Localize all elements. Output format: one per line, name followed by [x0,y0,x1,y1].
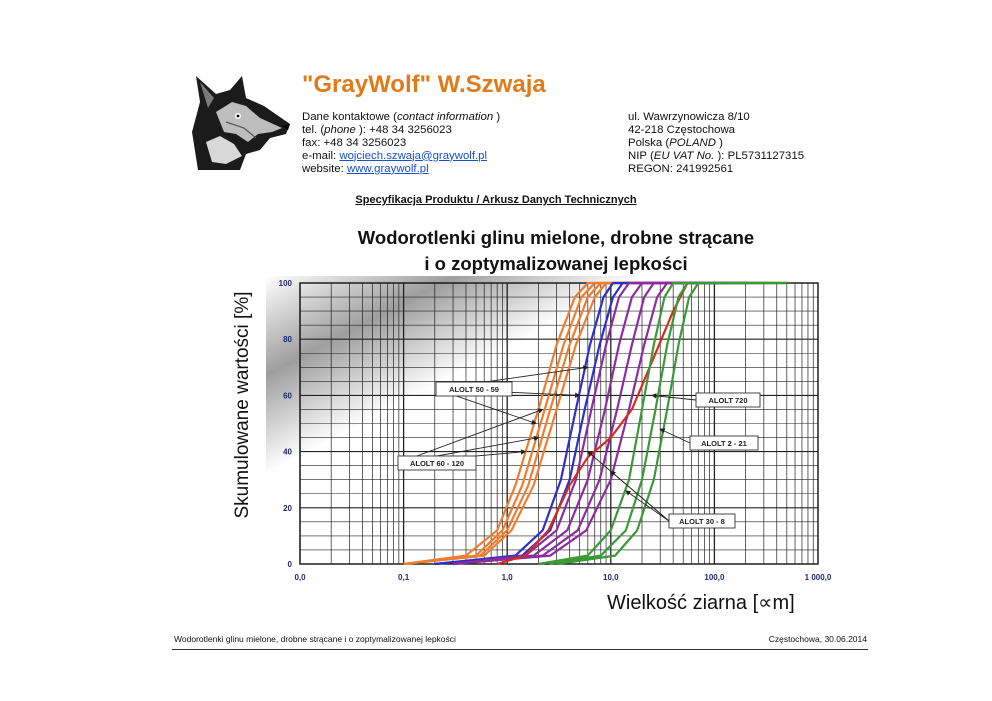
footer-right: Częstochowa, 30.06.2014 [768,634,867,644]
chart-title-line1: Wodorotlenki glinu mielone, drobne strąc… [357,227,755,248]
y-tick-label: 60 [283,391,292,400]
y-tick-label: 0 [288,560,293,569]
chart-title: Wodorotlenki glinu mielone, drobne strąc… [316,225,796,277]
annotations: ALOLT 50 - 59 ALOLT 60 - 120 ALOLT 720 ALOL… [397,365,761,529]
footer-left: Wodorotlenki glinu mielone, drobne strąc… [174,634,456,644]
series-line [538,281,777,566]
contact-info-suffix: ) [493,111,501,123]
country-suffix: ) [716,136,723,149]
series-line [434,281,717,566]
website-line: website: www.graywolf.pl [302,163,500,176]
annotation-label: ALOLT 720 [708,396,747,405]
x-tick-label: 1 000,0 [805,573,832,582]
series-line [403,281,705,566]
x-axis-label: Wielkość ziarna [∝m] [607,592,795,614]
contact-info-italic: contact information [396,111,494,123]
annotation-label: ALOLT 30 - 8 [679,517,725,526]
annotation-label: ALOLT 60 - 120 [410,459,464,468]
phone-line: tel. (phone ): +48 34 3256023 [302,124,500,137]
contact-info-prefix: Dane kontaktowe ( [302,111,397,123]
y-tick-label: 20 [283,504,292,513]
annotation-label: ALOLT 2 - 21 [701,439,747,448]
y-tick-label: 100 [279,279,293,288]
country-line: Polska (POLAND ) [628,137,804,150]
nip-italic: EU VAT No. [653,149,715,162]
series-line [452,281,758,566]
tick-labels: 0,0 0,1 1,0 10,0 100,0 1 000,0 0 20 40 60 80 100 [279,279,832,582]
nip-prefix: NIP ( [628,149,654,162]
regon-line: REGON: 241992561 [628,162,734,175]
x-tick-label: 0,1 [398,573,410,582]
series-line [403,281,710,566]
series-line [403,281,699,566]
annotation-pointer [651,393,697,401]
nip-value: ): PL5731127315 [714,149,805,162]
y-tick-label: 40 [283,448,292,457]
contact-info-line: Dane kontaktowe (contact information ) [302,111,500,124]
company-name: "GrayWolf" W.Szwaja [302,71,546,98]
website-label: website: [302,162,347,175]
x-tick-label: 0,0 [294,573,306,582]
email-link[interactable]: wojciech.szwaja@graywolf.pl [339,149,488,162]
series-line [548,281,787,566]
country-prefix: Polska ( [628,136,670,149]
wolf-logo-icon [192,76,290,170]
fax-line: fax: +48 34 3256023 [302,136,407,149]
distribution-chart: ALOLT 50 - 59 ALOLT 60 - 120 ALOLT 720 ALOL… [266,276,856,586]
annotation-label: ALOLT 50 - 59 [449,385,499,394]
annotation-box [695,392,761,408]
phone-prefix: tel. ( [302,123,325,136]
annotation-box [397,455,477,471]
x-tick-label: 10,0 [603,573,619,582]
annotation-box [668,513,736,529]
annotation-box [435,381,513,397]
y-tick-label: 80 [283,335,292,344]
spec-heading: Specyfikacja Produktu / Arkusz Danych Te… [355,194,637,206]
y-axis-label: Skumulowane wartości [%] [232,291,253,519]
chart-title-line2: i o zoptymalizowanej lepkości [424,253,688,274]
annotation-pointer [625,490,670,522]
phone-italic: phone [324,123,356,136]
curves [403,281,787,566]
city-line: 42-218 Częstochowa [628,123,736,136]
annotation-pointer [610,470,670,522]
website-link[interactable]: www.graywolf.pl [346,162,429,175]
series-line [452,281,746,566]
email-line: e-mail: wojciech.szwaja@graywolf.pl [302,150,500,163]
series-line [556,281,787,566]
annotation-pointer [659,428,691,444]
footer-rule [172,649,868,650]
x-tick-label: 100,0 [704,573,725,582]
email-label: e-mail: [302,149,340,162]
x-tick-label: 1,0 [502,573,514,582]
address-block: ul. Wawrzynowicza 8/10 42-218 Częstochow… [628,111,804,176]
annotation-box [689,435,759,451]
annotation-pointer [397,408,544,464]
series-line [452,281,733,566]
series-line [452,281,771,566]
plot-background [266,276,856,586]
country-italic: POLAND [669,136,716,149]
phone-number: ): +48 34 3256023 [355,123,452,136]
street-line: ul. Wawrzynowicza 8/10 [628,111,750,123]
contact-block: Dane kontaktowe (contact information ) t… [302,111,500,176]
nip-line: NIP (EU VAT No. ): PL5731127315 [628,150,804,163]
